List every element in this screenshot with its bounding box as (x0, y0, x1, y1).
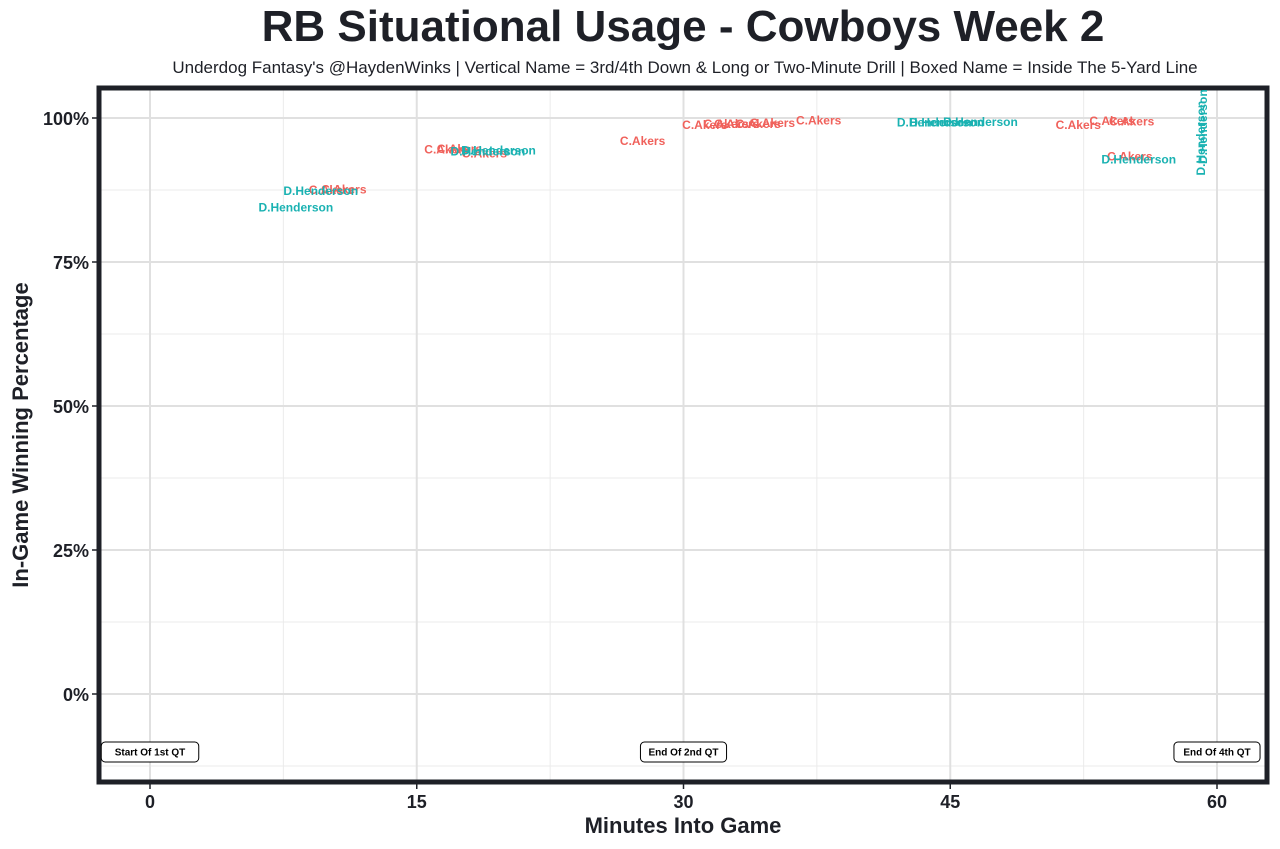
chart-subtitle: Underdog Fantasy's @HaydenWinks | Vertic… (172, 58, 1198, 77)
point-label-cakers: C.Akers (462, 147, 508, 161)
point-label-cakers: C.Akers (424, 143, 470, 157)
point-label-dhenderson: D.Henderson (1194, 101, 1208, 176)
quarter-annotation-label: End Of 2nd QT (649, 748, 719, 759)
quarter-annotation-box (100, 741, 200, 763)
point-label-dhenderson: D.Henderson (897, 116, 972, 130)
x-tick-label: 30 (673, 792, 693, 812)
y-tick-label: 100% (43, 109, 89, 129)
point-label-cakers: C.Akers (1107, 150, 1153, 164)
point-label-dhenderson: D.Henderson (258, 200, 333, 214)
point-label-cakers: C.Akers (796, 113, 842, 127)
x-tick-label: 45 (940, 792, 960, 812)
quarter-annotation-box (1173, 741, 1261, 763)
point-label-cakers: C.Akers (309, 183, 355, 197)
grid-lines (101, 90, 1265, 780)
point-label-cakers: C.Akers (1109, 114, 1155, 128)
x-tick-label: 15 (407, 792, 427, 812)
quarter-annotation-label: Start Of 1st QT (115, 748, 186, 759)
point-label-cakers: C.Akers (736, 117, 782, 131)
point-label-dhenderson: D.Henderson (943, 115, 1018, 129)
quarter-annotation-label: End Of 4th QT (1183, 748, 1250, 759)
point-label-cakers: C.Akers (704, 117, 750, 131)
point-label-cakers: C.Akers (750, 116, 796, 130)
x-tick-label: 0 (145, 792, 155, 812)
point-label-dhenderson: D.Henderson (283, 184, 358, 198)
point-label-cakers: C.Akers (1056, 118, 1102, 132)
point-label-dhenderson: D.Henderson (1101, 152, 1176, 166)
y-tick-label: 25% (53, 541, 89, 561)
plot-panel-border (96, 85, 1270, 785)
point-label-cakers: C.Akers (321, 182, 367, 196)
chart-title: RB Situational Usage - Cowboys Week 2 (261, 2, 1105, 51)
point-label-cakers: C.Akers (682, 118, 728, 132)
y-axis-label: In-Game Winning Percentage (8, 282, 33, 587)
point-label-cakers: C.Akers (620, 134, 666, 148)
x-tick-label: 60 (1207, 792, 1227, 812)
point-label-dhenderson: D.Henderson (1196, 89, 1210, 164)
point-label-cakers: C.Akers (1089, 114, 1135, 128)
x-axis-label: Minutes Into Game (585, 813, 782, 838)
quarter-annotation-box (639, 741, 728, 763)
point-label-cakers: C.Akers (714, 117, 760, 131)
y-tick-label: 0% (63, 685, 89, 705)
point-label-dhenderson: D.Henderson (451, 144, 526, 158)
point-label-cakers: C.Akers (437, 142, 483, 156)
axis-ticks: 0 15 30 45 60 0% 25% 50% 75% 100% (43, 109, 1227, 812)
quarter-annotations: Start Of 1st QT End Of 2nd QT End Of 4th Q… (100, 741, 1261, 763)
point-label-dhenderson: D.Henderson (909, 116, 984, 130)
data-point-labels: C.AkersC.AkersC.AkersC.AkersC.AkersC.Ake… (258, 89, 1209, 214)
y-tick-label: 50% (53, 397, 89, 417)
point-label-dhenderson: D.Henderson (461, 143, 536, 157)
y-tick-label: 75% (53, 253, 89, 273)
